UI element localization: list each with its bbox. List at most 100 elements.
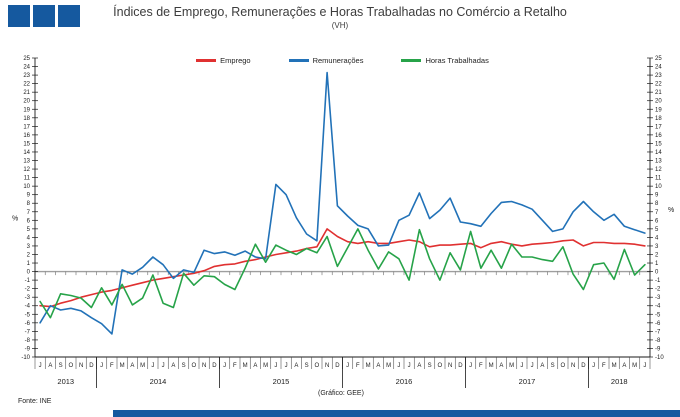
series-line-emprego: [39, 228, 646, 308]
svg-text:J: J: [151, 363, 154, 369]
y-axis-unit-left: %: [12, 215, 18, 222]
svg-text:S: S: [428, 363, 432, 369]
svg-text:22: 22: [655, 82, 662, 88]
svg-text:J: J: [274, 363, 277, 369]
svg-text:20: 20: [655, 99, 662, 105]
legend-swatch: [196, 59, 217, 62]
svg-text:M: M: [489, 363, 494, 369]
chart-title: Índices de Emprego, Remunerações e Horas…: [113, 5, 567, 19]
svg-text:A: A: [171, 363, 175, 369]
svg-text:-1: -1: [25, 278, 31, 284]
svg-text:18: 18: [23, 116, 30, 122]
svg-text:-5: -5: [25, 312, 31, 318]
svg-text:-9: -9: [655, 346, 661, 352]
svg-text:S: S: [551, 363, 555, 369]
svg-text:0: 0: [655, 270, 659, 276]
svg-text:9: 9: [655, 193, 659, 199]
svg-text:N: N: [325, 363, 329, 369]
x-axis-years: 2013 2014 2015 2016 2017 2018: [57, 357, 628, 388]
svg-text:19: 19: [23, 107, 30, 113]
svg-text:13: 13: [655, 159, 662, 165]
svg-text:M: M: [263, 363, 268, 369]
svg-text:J: J: [469, 363, 472, 369]
svg-text:1: 1: [27, 261, 31, 267]
logo-square-2: [33, 5, 55, 27]
svg-text:25: 25: [655, 56, 662, 62]
svg-text:12: 12: [23, 167, 30, 173]
chart-header: Índices de Emprego, Remunerações e Horas…: [90, 5, 590, 30]
svg-text:2: 2: [655, 252, 659, 258]
svg-text:J: J: [520, 363, 523, 369]
svg-text:A: A: [130, 363, 134, 369]
svg-text:21: 21: [23, 90, 30, 96]
legend-item-horas-trabalhadas: Horas Trabalhadas: [401, 56, 489, 65]
svg-text:M: M: [243, 363, 248, 369]
svg-text:11: 11: [655, 176, 662, 182]
svg-text:N: N: [202, 363, 206, 369]
svg-text:2018: 2018: [611, 377, 628, 386]
svg-text:-1: -1: [655, 278, 661, 284]
svg-text:-7: -7: [655, 329, 661, 335]
svg-text:13: 13: [23, 159, 30, 165]
svg-text:F: F: [356, 363, 360, 369]
svg-text:M: M: [632, 363, 637, 369]
svg-text:O: O: [69, 363, 74, 369]
svg-text:2: 2: [27, 252, 31, 258]
svg-text:-6: -6: [655, 321, 661, 327]
svg-text:5: 5: [655, 227, 659, 233]
svg-text:J: J: [162, 363, 165, 369]
svg-text:11: 11: [24, 176, 31, 182]
svg-text:23: 23: [23, 73, 30, 79]
svg-text:D: D: [581, 363, 586, 369]
svg-text:N: N: [571, 363, 575, 369]
svg-text:21: 21: [655, 90, 662, 96]
svg-text:10: 10: [655, 184, 662, 190]
svg-text:F: F: [479, 363, 483, 369]
svg-text:A: A: [622, 363, 626, 369]
footer-bar: [113, 410, 680, 417]
svg-text:4: 4: [27, 235, 31, 241]
svg-text:M: M: [120, 363, 125, 369]
legend-label: Remunerações: [312, 56, 364, 65]
svg-text:-3: -3: [655, 295, 661, 301]
svg-text:15: 15: [655, 141, 662, 147]
svg-text:-2: -2: [655, 287, 661, 293]
svg-text:16: 16: [23, 133, 30, 139]
svg-text:4: 4: [655, 235, 659, 241]
legend-label: Emprego: [220, 56, 251, 65]
source-note: Fonte: INE: [18, 398, 52, 405]
svg-text:O: O: [315, 363, 320, 369]
svg-text:A: A: [376, 363, 380, 369]
svg-text:6: 6: [27, 218, 31, 224]
svg-text:18: 18: [655, 116, 662, 122]
svg-text:N: N: [79, 363, 83, 369]
chart-legend: Emprego Remunerações Horas Trabalhadas: [35, 56, 650, 65]
svg-text:1: 1: [655, 261, 659, 267]
svg-text:A: A: [294, 363, 298, 369]
svg-text:J: J: [408, 363, 411, 369]
svg-text:0: 0: [27, 270, 31, 276]
svg-text:J: J: [531, 363, 534, 369]
svg-text:17: 17: [23, 124, 30, 130]
svg-text:8: 8: [655, 201, 659, 207]
svg-text:-3: -3: [25, 295, 31, 301]
svg-text:-4: -4: [655, 304, 661, 310]
svg-text:5: 5: [27, 227, 31, 233]
svg-text:M: M: [509, 363, 514, 369]
chart-subtitle: (VH): [331, 21, 349, 30]
y-axis-unit-right: %: [668, 207, 674, 214]
svg-text:-4: -4: [25, 304, 31, 310]
svg-text:M: M: [612, 363, 617, 369]
svg-text:14: 14: [655, 150, 662, 156]
svg-text:2015: 2015: [273, 377, 290, 386]
svg-text:J: J: [39, 363, 42, 369]
svg-text:A: A: [499, 363, 503, 369]
svg-text:2013: 2013: [57, 377, 74, 386]
svg-text:-2: -2: [25, 287, 31, 293]
series-line-horas-trabalhadas: [39, 228, 646, 319]
legend-item-remunera-es: Remunerações: [288, 56, 364, 65]
svg-text:2014: 2014: [150, 377, 167, 386]
svg-text:A: A: [417, 363, 421, 369]
svg-text:A: A: [540, 363, 544, 369]
